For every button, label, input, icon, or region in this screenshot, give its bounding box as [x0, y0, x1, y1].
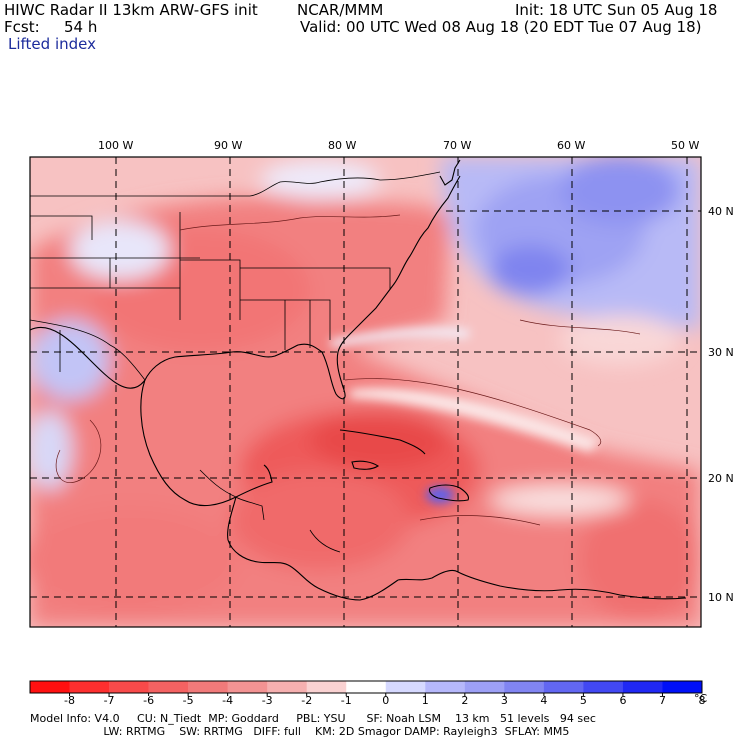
colorbar-tick-label: 8	[698, 694, 706, 707]
colorbar-swatch	[69, 681, 110, 693]
plot-title: HIWC Radar II 13km ARW-GFS init	[4, 1, 258, 19]
organization-label: NCAR/MMM	[297, 1, 384, 19]
colorbar-swatch	[227, 681, 268, 693]
li-contours	[55, 214, 641, 526]
model-info-line-1: Model Info: V4.0 CU: N_Tiedt MP: Goddard…	[30, 712, 596, 725]
colorbar-swatch	[30, 681, 70, 693]
lat-label: 20 N	[708, 472, 734, 485]
init-time: Init: 18 UTC Sun 05 Aug 18	[515, 1, 718, 19]
colorbar-swatch	[425, 681, 466, 693]
colorbar-swatch	[385, 681, 426, 693]
colorbar-swatch	[346, 681, 387, 693]
map-frame	[29, 156, 702, 628]
colorbar-tick-label: -1	[340, 694, 352, 707]
colorbar-swatch	[622, 681, 663, 693]
colorbar	[29, 680, 703, 696]
valid-time: Valid: 00 UTC Wed 08 Aug 18 (20 EDT Tue …	[300, 18, 702, 36]
colorbar-tick-label: 0	[382, 694, 390, 707]
lat-label: 40 N	[708, 205, 734, 218]
colorbar-tick-label: -7	[103, 694, 115, 707]
colorbar-swatch	[504, 681, 545, 693]
colorbar-tick-label: -6	[143, 694, 155, 707]
colorbar-tick-label: -8	[64, 694, 75, 707]
field-name: Lifted index	[8, 35, 96, 53]
colorbar-swatch	[188, 681, 228, 693]
lon-label: 50 W	[671, 139, 700, 152]
lon-label: 100 W	[98, 139, 134, 152]
lon-label: 90 W	[214, 139, 243, 152]
lon-label: 60 W	[557, 139, 586, 152]
colorbar-swatch	[148, 681, 189, 693]
colorbar-swatch	[306, 681, 347, 693]
colorbar-tick-label: 4	[540, 694, 548, 707]
forecast-label: Fcst:	[4, 18, 40, 36]
colorbar-tick-label: -5	[182, 694, 194, 707]
lon-label: 70 W	[443, 139, 472, 152]
colorbar-tick-label: -3	[261, 694, 273, 707]
colorbar-tick-label: 2	[461, 694, 469, 707]
colorbar-tick-label: -4	[222, 694, 234, 707]
colorbar-swatch	[543, 681, 584, 693]
colorbar-swatch	[464, 681, 505, 693]
colorbar-tick-label: 7	[658, 694, 666, 707]
colorbar-tick-label: 3	[500, 694, 508, 707]
political-borders	[30, 171, 441, 553]
colorbar-swatch	[583, 681, 624, 693]
colorbar-unit: °C	[694, 692, 708, 705]
colorbar-tick-label: 5	[579, 694, 587, 707]
colorbar-frame	[29, 680, 703, 694]
lat-label: 10 N	[708, 591, 734, 604]
map-field	[30, 157, 701, 627]
model-info-line-2: LW: RRTMG SW: RRTMG DIFF: full KM: 2D Sm…	[30, 725, 570, 738]
lat-label: 30 N	[708, 346, 734, 359]
colorbar-tick-label: 1	[421, 694, 429, 707]
forecast-hour: 54 h	[64, 18, 98, 36]
colorbar-tick-label: -2	[301, 694, 313, 707]
colorbar-swatch	[662, 681, 703, 693]
colorbar-tick-label: 6	[619, 694, 627, 707]
colorbar-swatch	[267, 681, 308, 693]
colorbar-swatch	[109, 681, 149, 693]
lat-lon-grid	[30, 157, 701, 627]
lon-label: 80 W	[328, 139, 357, 152]
coastlines	[30, 159, 687, 601]
